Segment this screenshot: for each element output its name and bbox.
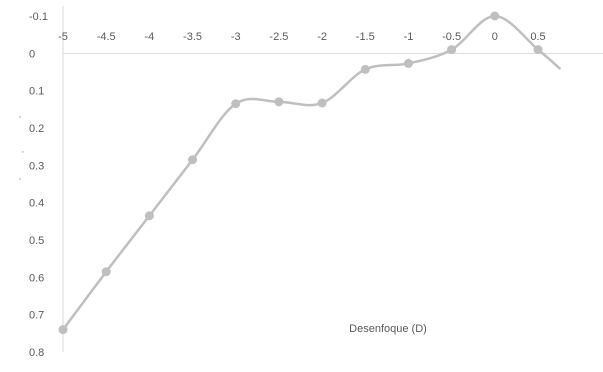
data-point [58, 325, 68, 335]
data-point [447, 45, 457, 55]
x-tick-label: -3.5 [183, 31, 202, 43]
y-tick-label: 0.6 [29, 272, 44, 284]
data-point [188, 155, 198, 165]
x-tick-label: -3 [231, 31, 241, 43]
x-tick-label: -1 [404, 31, 414, 43]
x-tick-label: -4.5 [97, 31, 116, 43]
stray-mark: · [18, 111, 22, 123]
series-layer [58, 11, 561, 335]
data-point [274, 97, 284, 107]
x-tick-label: -2 [317, 31, 327, 43]
x-tick-label: 0 [492, 31, 498, 43]
y-tick-label: 0.8 [29, 347, 44, 359]
y-tick-label: 0.1 [29, 86, 44, 98]
y-tick-label: 0.2 [29, 123, 44, 135]
y-tick-label: 0 [29, 48, 35, 60]
y-tick-label: -0.1 [29, 11, 48, 23]
x-tick-label: 0.5 [530, 31, 545, 43]
data-point [533, 45, 543, 55]
data-point [403, 58, 413, 68]
x-tick-label: -1.5 [356, 31, 375, 43]
x-tick-label: -5 [58, 31, 68, 43]
data-point [144, 211, 154, 221]
stray-mark: · [21, 146, 25, 158]
x-tick-label: -2.5 [269, 31, 288, 43]
series-line [61, 14, 561, 331]
y-tick-label: 0.3 [29, 160, 44, 172]
x-tick-label: -4 [144, 31, 154, 43]
y-tick-label: 0.7 [29, 310, 44, 322]
x-axis-title: Desenfoque (D) [349, 323, 427, 335]
stray-mark: · [18, 173, 22, 185]
data-point [490, 11, 500, 21]
data-point [101, 267, 111, 277]
data-point [360, 64, 370, 74]
x-tick-labels: -5 -4.5 -4 -3.5 -3 -2.5 -2 -1.5 -1 -0.5 0 0.5 [58, 31, 546, 43]
data-point [231, 99, 241, 109]
x-tick-label: -0.5 [442, 31, 461, 43]
data-point [317, 98, 327, 108]
y-tick-label: 0.4 [29, 198, 44, 210]
y-tick-labels: -0.1 0 0.1 0.2 0.3 0.4 0.5 0.6 0.7 0.8 [29, 11, 48, 359]
y-tick-label: 0.5 [29, 235, 44, 247]
